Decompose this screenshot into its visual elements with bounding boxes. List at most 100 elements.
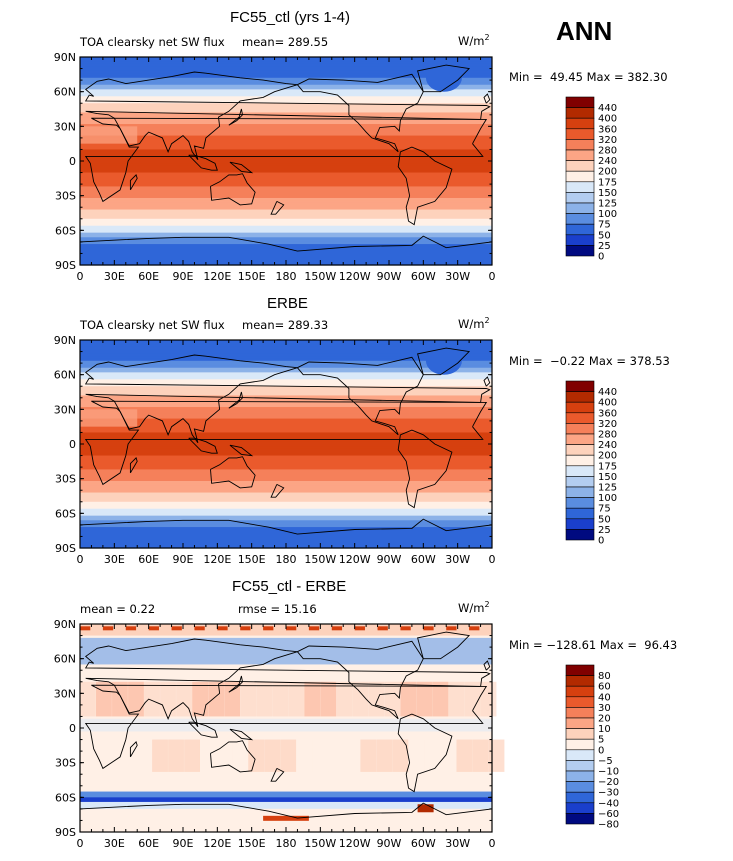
colorbar-label: 175 xyxy=(598,177,617,188)
panel3-minmax: Min = −128.61 Max = 96.43 xyxy=(509,638,678,652)
colorbar-box xyxy=(565,507,595,520)
colorbar-label: 240 xyxy=(598,440,617,451)
coastlines-3 xyxy=(79,631,493,833)
colorbar-label: −10 xyxy=(598,767,619,778)
colorbar-label: 320 xyxy=(598,135,617,146)
lon-tick-label: 60W xyxy=(411,270,436,283)
lat-tick-label: 60N xyxy=(54,653,76,666)
lon-tick-label: 0 xyxy=(489,553,496,566)
lon-tick-label: 180 xyxy=(276,270,297,283)
colorbar-label: 75 xyxy=(598,220,611,231)
colorbar-box xyxy=(565,107,595,119)
panel3-mean-label: mean = 0.22 xyxy=(80,602,156,616)
lat-tick-label: 60N xyxy=(54,86,76,99)
lat-tick-label: 60S xyxy=(55,507,76,520)
colorbar-box xyxy=(565,139,595,151)
colorbar-box xyxy=(565,476,595,488)
lon-tick-label: 120E xyxy=(203,270,231,283)
lon-tick-label: 90W xyxy=(377,553,402,566)
colorbar-box xyxy=(565,529,595,541)
colorbar-box xyxy=(565,160,595,172)
colorbar-label: −30 xyxy=(598,788,619,799)
colorbar-box xyxy=(565,781,595,793)
lat-tick-label: 30S xyxy=(55,757,76,770)
panel3-title: FC55_ctl - ERBE xyxy=(232,578,347,595)
lon-tick-label: 30W xyxy=(445,553,470,566)
colorbar-label: 440 xyxy=(598,387,617,398)
colorbar-box xyxy=(565,380,595,392)
colorbar-box xyxy=(565,791,595,804)
colorbar-label: 100 xyxy=(598,493,617,504)
panel3-units: W/m2 xyxy=(458,600,490,615)
colorbar-box xyxy=(565,181,595,193)
lat-tick-label: 30S xyxy=(55,190,76,203)
colorbar-label: 440 xyxy=(598,103,617,114)
colorbar-box xyxy=(565,454,595,467)
lat-tick-label: 0 xyxy=(69,722,76,735)
colorbar-box xyxy=(565,497,595,509)
colorbar-label: 50 xyxy=(598,230,611,241)
colorbar-box xyxy=(565,128,595,140)
colorbar-box xyxy=(565,149,595,161)
lat-tick-label: 30S xyxy=(55,473,76,486)
lat-tick-label: 90S xyxy=(55,826,76,839)
lon-tick-label: 0 xyxy=(489,270,496,283)
lon-tick-label: 120E xyxy=(203,553,231,566)
lat-tick-label: 90N xyxy=(54,334,76,347)
colorbar-box xyxy=(565,423,595,435)
colorbar-label: 280 xyxy=(598,146,617,157)
colorbar-label: 125 xyxy=(598,199,617,210)
colorbar-label: 75 xyxy=(598,504,611,515)
colorbar-label: 50 xyxy=(598,514,611,525)
lon-tick-label: 60W xyxy=(411,837,436,850)
coastlines-1 xyxy=(79,64,493,266)
colorbar-label: 25 xyxy=(598,241,611,252)
colorbar-box xyxy=(565,717,595,729)
colorbar-box xyxy=(565,192,595,204)
colorbar-label: 240 xyxy=(598,156,617,167)
panel1-minmax: Min = 49.45 Max = 382.30 xyxy=(509,70,668,84)
colorbar-label: 360 xyxy=(598,408,617,419)
colorbar-label: 0 xyxy=(598,536,604,547)
colorbar-box xyxy=(565,234,595,246)
colorbar-box xyxy=(565,749,595,761)
lon-tick-label: 120E xyxy=(203,837,231,850)
colorbar-box xyxy=(565,401,595,414)
lon-tick-label: 30E xyxy=(104,270,125,283)
colorbar-label: 30 xyxy=(598,703,611,714)
lon-tick-label: 150E xyxy=(238,270,266,283)
lat-tick-label: 60S xyxy=(55,224,76,237)
colorbar-label: 280 xyxy=(598,430,617,441)
lon-tick-label: 90E xyxy=(173,270,194,283)
lat-tick-label: 30N xyxy=(54,687,76,700)
colorbar-box xyxy=(565,444,595,456)
panel2-units: W/m2 xyxy=(458,316,490,331)
lon-tick-label: 30W xyxy=(445,837,470,850)
colorbar-label: 320 xyxy=(598,419,617,430)
lon-tick-label: 0 xyxy=(77,553,84,566)
colorbar-label: 400 xyxy=(598,398,617,409)
lon-tick-label: 0 xyxy=(77,837,84,850)
colorbar-box xyxy=(565,412,595,424)
colorbar-box xyxy=(565,770,595,782)
lon-tick-label: 180 xyxy=(276,837,297,850)
lat-tick-label: 0 xyxy=(69,438,76,451)
panel2-mean-label: mean= 289.33 xyxy=(242,318,329,332)
map-fill-3 xyxy=(80,624,505,832)
colorbar-box xyxy=(565,728,595,740)
colorbar-label: 25 xyxy=(598,525,611,536)
lon-tick-label: 90W xyxy=(377,270,402,283)
colorbar-label: 10 xyxy=(598,724,611,735)
colorbar-label: 125 xyxy=(598,483,617,494)
colorbar-label: 80 xyxy=(598,671,611,682)
colorbar-box xyxy=(565,518,595,530)
colorbar-box xyxy=(565,170,595,183)
colorbar-box xyxy=(565,664,595,676)
lat-tick-label: 0 xyxy=(69,155,76,168)
colorbar-label: −40 xyxy=(598,798,619,809)
lat-tick-label: 30N xyxy=(54,120,76,133)
colorbar-label: 150 xyxy=(598,188,617,199)
colorbar-box xyxy=(565,738,595,751)
